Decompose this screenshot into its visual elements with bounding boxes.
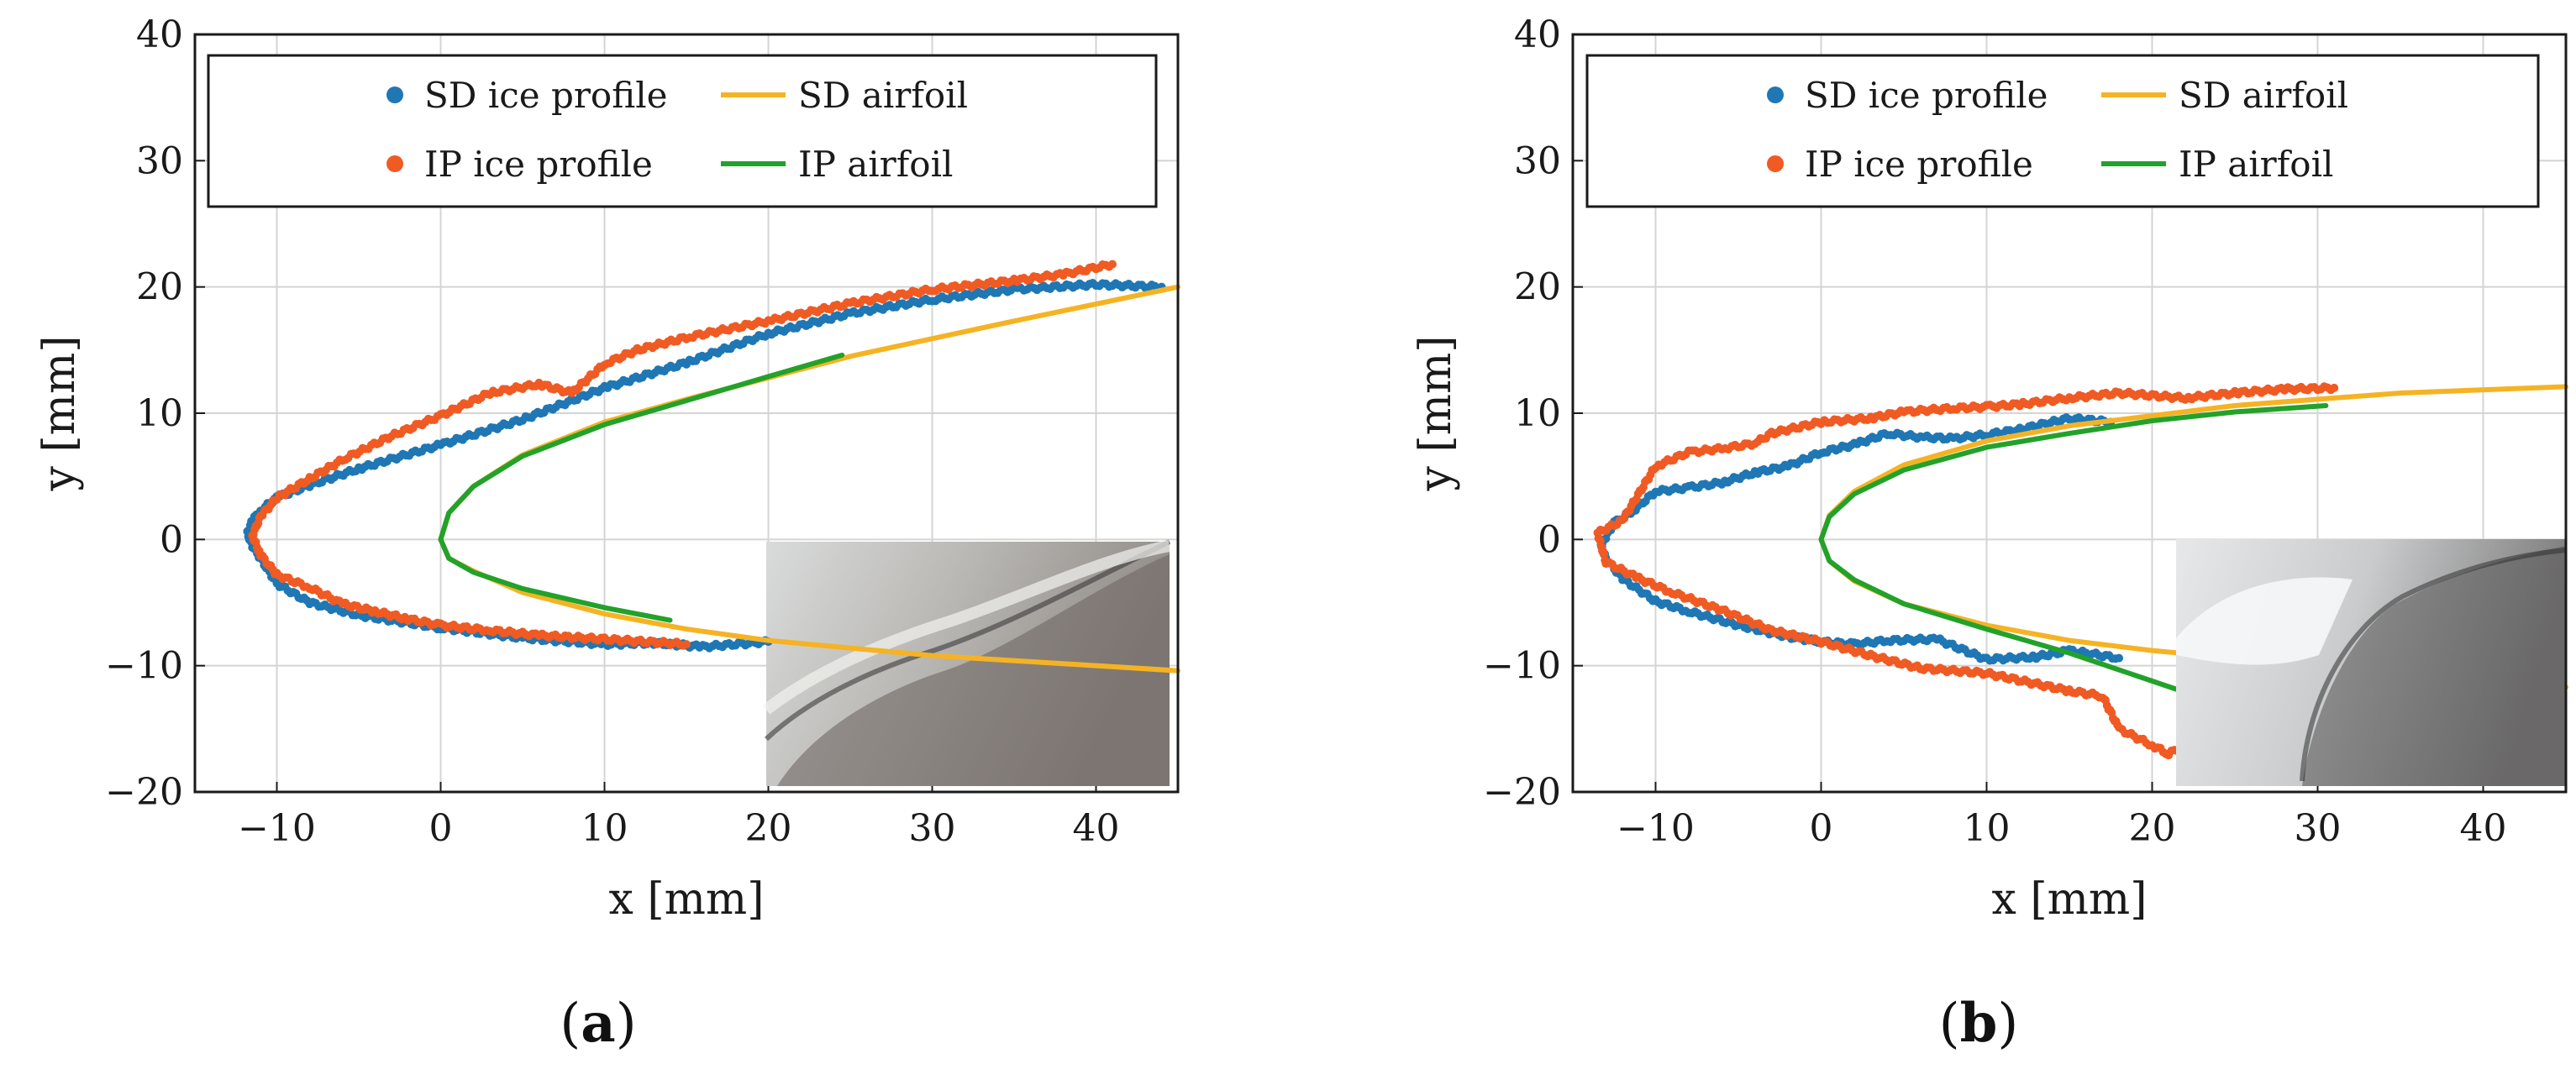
panel-a: −10 0 10 20 30 40 −20 −10 0 10 20 30 40 SD ice prof…: [34, 13, 1180, 1055]
inset-photo: [762, 539, 1171, 786]
y-ticks: −20 −10 0 10 20 30 40: [1483, 13, 1583, 814]
x-tick-label: 0: [429, 807, 453, 850]
x-tick-label: −10: [1617, 807, 1695, 850]
x-tick-label: 10: [1964, 807, 2011, 850]
legend-label-sd-ice: SD ice profile: [1805, 75, 2048, 116]
x-tick-label: 40: [1073, 807, 1120, 850]
legend-label-sd-airfoil: SD airfoil: [798, 75, 968, 116]
y-tick-label: 30: [1514, 139, 1561, 182]
legend-label-sd-airfoil: SD airfoil: [2179, 75, 2348, 116]
x-tick-label: 20: [2129, 807, 2176, 850]
y-tick-label: −10: [105, 645, 183, 688]
x-tick-label: 10: [581, 807, 628, 850]
series-sd-ice-profile: [243, 279, 1166, 653]
x-tick-label: 0: [1810, 807, 1833, 850]
legend-label-ip-ice: IP ice profile: [1805, 144, 2033, 185]
series-ip-airfoil: [438, 352, 845, 623]
x-tick-label: 20: [745, 807, 792, 850]
y-tick-label: 40: [136, 13, 183, 56]
y-ticks: −20 −10 0 10 20 30 40: [105, 13, 205, 814]
y-tick-label: 20: [1514, 266, 1561, 309]
data-point: [2115, 653, 2124, 663]
series-layer: [243, 260, 1180, 674]
y-tick-label: 20: [136, 266, 183, 309]
legend: SD ice profile SD airfoil IP ice profile…: [207, 54, 1158, 208]
series-ip-ice-profile: [1593, 382, 2339, 760]
x-ticks: −10 0 10 20 30 40: [238, 782, 1120, 850]
legend-marker-sd-ice: [386, 87, 403, 103]
legend-label-ip-airfoil: IP airfoil: [798, 144, 953, 185]
panel-b: −10 0 10 20 30 40 −20 −10 0 10 20 30 40 SD ice prof…: [1411, 13, 2568, 1055]
y-tick-label: 10: [136, 392, 183, 435]
legend-marker-ip-ice: [1767, 155, 1784, 172]
legend-marker-sd-ice: [1767, 87, 1784, 103]
plot-frame: [193, 33, 1180, 794]
y-axis-label: y [mm]: [1411, 335, 1461, 491]
y-tick-label: −10: [1483, 645, 1561, 688]
legend-label-sd-ice: SD ice profile: [424, 75, 668, 116]
inset-photo: [2176, 539, 2567, 786]
legend: SD ice profile SD airfoil IP ice profile…: [1585, 54, 2540, 208]
legend-label-ip-airfoil: IP airfoil: [2179, 144, 2333, 185]
series-layer: [1593, 382, 2568, 760]
x-tick-label: 30: [2295, 807, 2342, 850]
y-tick-label: 30: [136, 139, 183, 182]
x-axis-label: x [mm]: [608, 874, 764, 925]
data-point: [682, 640, 691, 649]
y-tick-label: 10: [1514, 392, 1561, 435]
y-axis-label: y [mm]: [34, 335, 85, 491]
series-ip-airfoil: [1818, 402, 2329, 695]
x-tick-label: −10: [238, 807, 316, 850]
x-tick-label: 40: [2460, 807, 2507, 850]
series-ip-ice-profile: [248, 260, 1117, 650]
y-tick-label: 40: [1514, 13, 1561, 56]
panel-caption: (b): [1939, 992, 2019, 1055]
y-tick-label: −20: [1483, 771, 1561, 814]
x-axis-label: x [mm]: [1991, 874, 2147, 925]
y-tick-label: 0: [1538, 518, 1561, 561]
y-tick-label: −20: [105, 771, 183, 814]
panel-caption: (a): [560, 992, 636, 1055]
plot-frame: [1571, 33, 2568, 794]
x-ticks: −10 0 10 20 30 40: [1617, 782, 2507, 850]
y-tick-label: 0: [160, 518, 183, 561]
legend-label-ip-ice: IP ice profile: [424, 144, 653, 185]
legend-marker-ip-ice: [386, 155, 403, 172]
x-tick-label: 30: [909, 807, 956, 850]
